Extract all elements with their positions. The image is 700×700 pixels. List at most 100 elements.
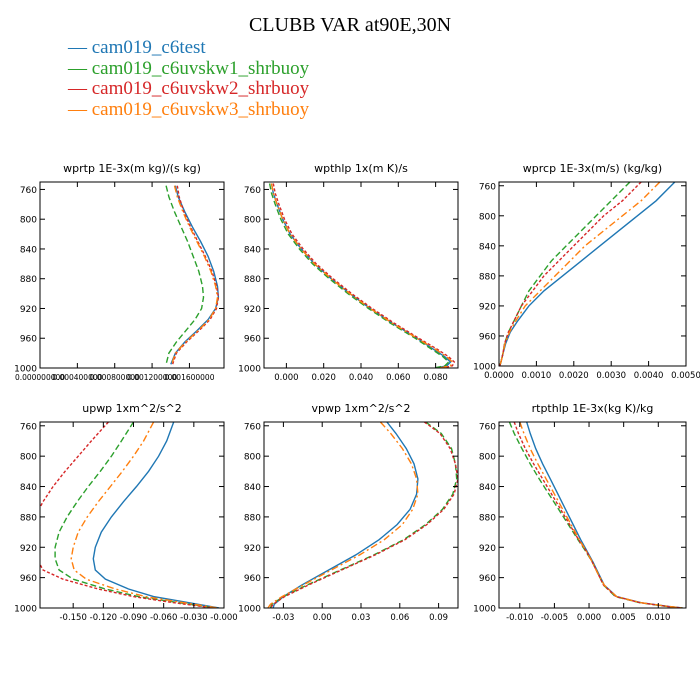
y-tick-label: 880 — [20, 513, 37, 523]
y-tick-label: 920 — [20, 305, 37, 315]
x-tick-label: 0.000400000 — [52, 373, 102, 382]
series-line-1 — [270, 183, 452, 368]
series-line-1 — [272, 422, 419, 608]
series-line-3 — [513, 422, 683, 608]
x-tick-label: 0.0050 — [671, 371, 700, 381]
y-tick-label: 880 — [20, 275, 37, 285]
series-line-1 — [499, 182, 676, 366]
y-tick-label: 880 — [479, 272, 496, 282]
series-line-1 — [170, 185, 220, 365]
legend-label: cam019_c6uvskw1_shrbuoy — [91, 57, 310, 79]
x-tick-label: -0.120 — [90, 613, 117, 623]
y-tick-label: 840 — [244, 483, 261, 493]
y-tick-label: 840 — [244, 245, 261, 255]
y-tick-label: 960 — [479, 574, 496, 584]
figure-title: CLUBB VAR at90E,30N — [248, 14, 452, 36]
y-tick-label: 760 — [244, 186, 261, 196]
y-tick-label: 800 — [244, 216, 261, 226]
y-tick-label: 920 — [244, 305, 261, 315]
series-line-3 — [272, 183, 456, 368]
legend-label: cam019_c6uvskw3_shrbuoy — [91, 98, 310, 120]
panel-1: wprtp 1E-3x(m kg)/(s kg) 760 800 840 880 920 9… — [14, 162, 225, 382]
y-tick-label: 840 — [479, 483, 496, 493]
series-line-2 — [269, 422, 458, 608]
y-tick-label: 760 — [20, 422, 37, 432]
panel-6: rtpthlp 1E-3x(kg K)/kg 760 800 840 880 920 960… — [473, 402, 687, 623]
x-tick-label: 0.020 — [312, 373, 336, 383]
plot-frame — [263, 421, 459, 609]
series-line-3 — [269, 422, 458, 608]
x-tick-label: 0.06 — [390, 613, 409, 623]
y-tick-label: 800 — [244, 453, 261, 463]
x-tick-label: 0.040 — [349, 373, 373, 383]
legend-item-c6test: — cam019_c6test — [68, 37, 206, 58]
x-tick-label: 0.0000 — [484, 371, 514, 381]
x-tick-label: -0.060 — [150, 613, 177, 623]
y-tick-label: 800 — [479, 453, 496, 463]
series-line-1 — [92, 422, 220, 608]
series-line-2 — [268, 183, 450, 368]
panel-2: wpthlp 1x(m K)/s 760 800 840 880 920 960 1000 0.… — [238, 162, 459, 383]
series-line-4 — [171, 185, 219, 365]
y-tick-label: 880 — [244, 275, 261, 285]
y-tick-label: 920 — [20, 544, 37, 554]
y-tick-label: 920 — [479, 544, 496, 554]
x-tick-label: 0.001600000 — [164, 373, 214, 382]
y-tick-label: 1000 — [473, 363, 496, 373]
series-line-2 — [508, 422, 683, 608]
panel-4: upwp 1xm^2/s^2 760 800 840 880 920 960 1000 -0.1… — [14, 402, 238, 623]
x-tick-label: 0.000 — [577, 613, 601, 623]
x-tick-label: 0.000000000 — [15, 373, 65, 382]
x-tick-label: -0.030 — [180, 613, 207, 623]
plot-frame — [39, 181, 225, 369]
y-tick-label: 840 — [20, 483, 37, 493]
y-tick-label: 960 — [244, 574, 261, 584]
y-tick-label: 920 — [479, 302, 496, 312]
y-tick-label: 840 — [479, 242, 496, 252]
legend-label: cam019_c6test — [91, 37, 206, 58]
y-tick-label: 960 — [244, 335, 261, 345]
x-tick-label: 0.0010 — [522, 371, 552, 381]
x-tick-label: 0.000 — [274, 373, 298, 383]
x-tick-label: 0.0030 — [596, 371, 626, 381]
x-tick-label: 0.0020 — [559, 371, 589, 381]
panel-title: upwp 1xm^2/s^2 — [82, 402, 182, 415]
y-tick-label: 760 — [479, 422, 496, 432]
series-line-2 — [54, 422, 217, 608]
x-tick-label: -0.005 — [541, 613, 568, 623]
plot-frame — [263, 181, 459, 369]
y-tick-label: 960 — [20, 574, 37, 584]
legend-label: cam019_c6uvskw2_shrbuoy — [91, 78, 310, 99]
panel-title: wprtp 1E-3x(m kg)/(s kg) — [63, 162, 201, 175]
y-tick-label: 760 — [20, 186, 37, 196]
y-tick-label: 960 — [479, 332, 496, 342]
x-tick-label: -0.03 — [272, 613, 294, 623]
x-tick-label: 0.060 — [386, 373, 410, 383]
y-tick-label: 1000 — [473, 605, 496, 615]
panel-3: wprcp 1E-3x(m/s) (kg/kg) 760 800 840 880 920 9… — [473, 162, 700, 381]
x-tick-label: 0.010 — [646, 613, 670, 623]
x-tick-label: 0.03 — [352, 613, 371, 623]
y-tick-label: 800 — [20, 216, 37, 226]
legend-item-uvskw1: — cam019_c6uvskw1_shrbuoy — [68, 57, 310, 79]
series-line-4 — [270, 183, 454, 368]
x-tick-label: 0.080 — [423, 373, 447, 383]
series-line-4 — [499, 182, 661, 366]
series-line-2 — [499, 182, 631, 366]
x-tick-label: 0.00 — [313, 613, 332, 623]
x-tick-label: 0.000800000 — [90, 373, 140, 382]
x-tick-label: -0.090 — [120, 613, 147, 623]
y-tick-label: 1000 — [238, 365, 261, 375]
y-tick-label: 1000 — [14, 605, 37, 615]
x-tick-label: 0.001200000 — [127, 373, 177, 382]
x-tick-label: 0.005 — [611, 613, 635, 623]
panel-5: vpwp 1xm^2/s^2 760 800 840 880 920 960 1000 -0.0… — [238, 402, 459, 623]
legend-item-uvskw3: — cam019_c6uvskw3_shrbuoy — [68, 98, 310, 120]
y-tick-label: 800 — [20, 453, 37, 463]
y-tick-label: 880 — [244, 513, 261, 523]
y-tick-label: 760 — [244, 422, 261, 432]
x-tick-label: -0.000 — [210, 613, 237, 623]
y-tick-label: 960 — [20, 335, 37, 345]
panel-title: wprcp 1E-3x(m/s) (kg/kg) — [523, 162, 662, 175]
